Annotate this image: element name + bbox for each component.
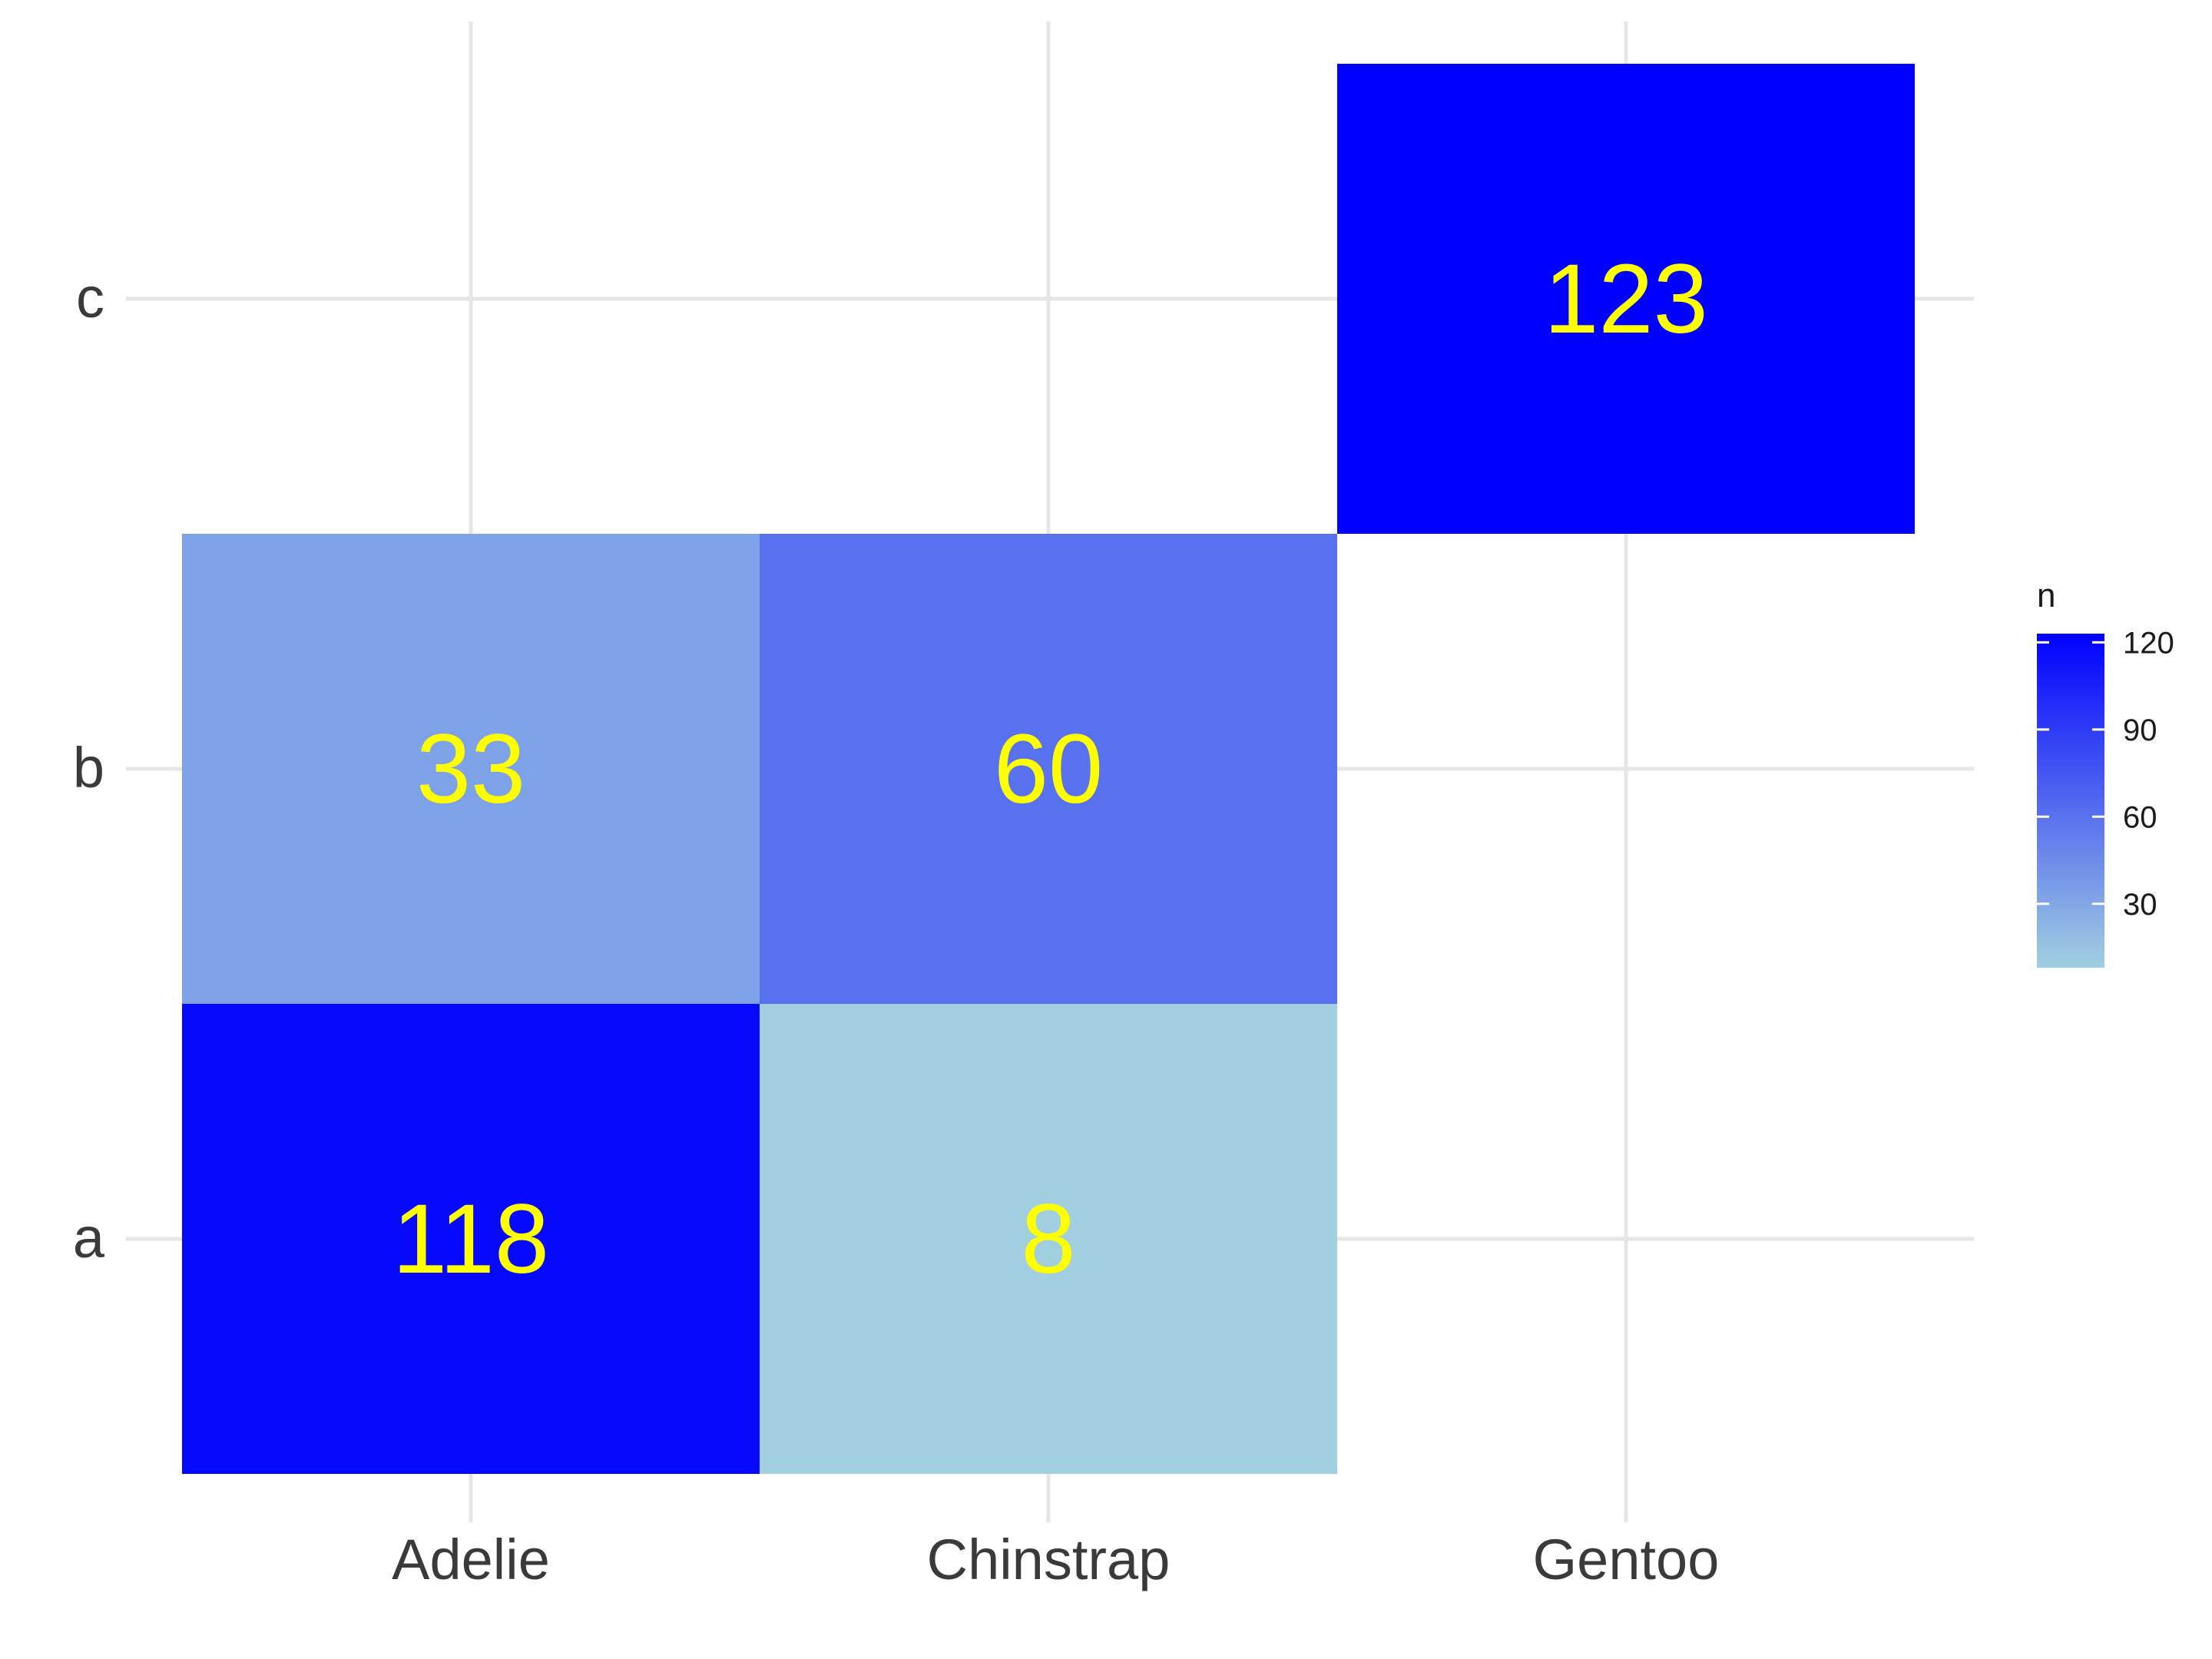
heatmap-cell <box>760 1004 1337 1474</box>
legend-tick-label: 30 <box>2123 888 2157 922</box>
x-tick-label: Chinstrap <box>927 1528 1171 1591</box>
x-tick-label: Adelie <box>392 1528 550 1591</box>
heatmap-cell <box>1337 64 1915 534</box>
legend-tick-label: 60 <box>2123 800 2157 834</box>
y-tick-label: a <box>73 1206 105 1270</box>
legend-tick-label: 120 <box>2123 626 2174 660</box>
cell-value-label: 8 <box>1021 1184 1075 1294</box>
legend-title: n <box>2037 577 2055 614</box>
x-tick-label: Gentoo <box>1533 1528 1720 1591</box>
y-tick-label: c <box>76 266 104 329</box>
cell-value-label: 123 <box>1544 244 1708 354</box>
cell-value-label: 118 <box>392 1184 549 1294</box>
legend-ticks: 30 60 90 120 <box>2037 626 2174 922</box>
heatmap-cells <box>182 64 1915 1474</box>
x-axis: Adelie Chinstrap Gentoo <box>392 1528 1719 1591</box>
heatmap-cell <box>760 534 1337 1004</box>
legend-colorbar <box>2037 634 2104 968</box>
cell-labels: 118 8 33 60 123 <box>392 244 1708 1294</box>
y-tick-label: b <box>73 736 104 800</box>
heatmap-cell <box>182 1004 760 1474</box>
y-axis: a b c <box>73 266 105 1270</box>
heatmap-cell <box>182 534 760 1004</box>
legend-tick-label: 90 <box>2123 714 2157 747</box>
color-legend: n 30 60 90 120 <box>2037 577 2174 968</box>
cell-value-label: 33 <box>416 714 525 824</box>
cell-value-label: 60 <box>994 714 1103 824</box>
